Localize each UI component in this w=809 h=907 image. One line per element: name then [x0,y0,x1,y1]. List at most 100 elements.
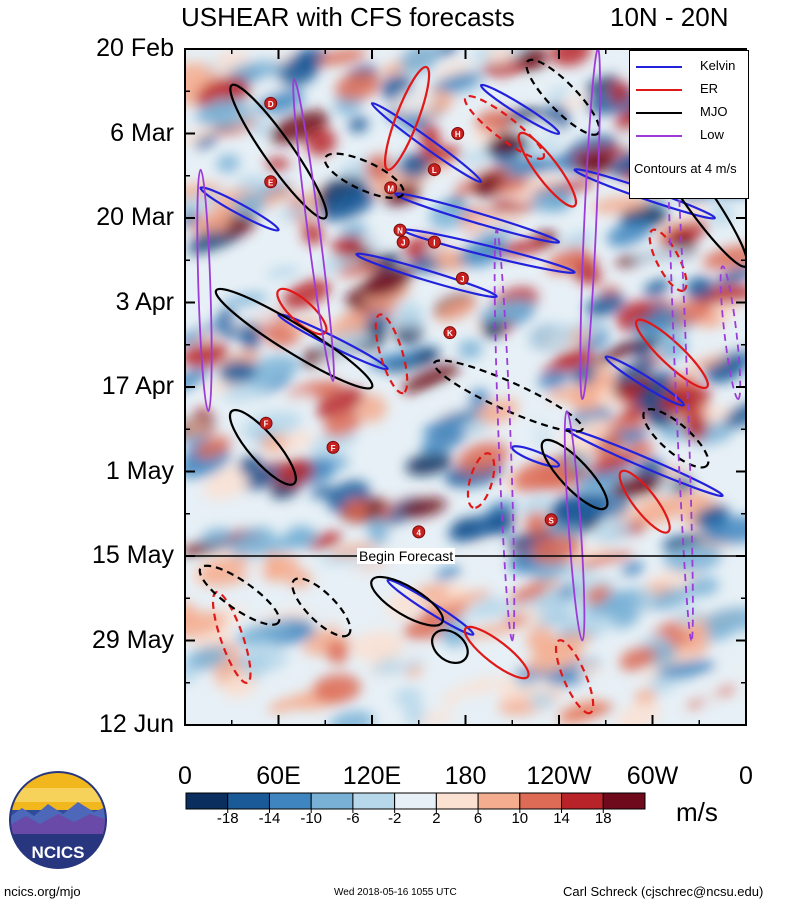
field-blob [248,464,284,486]
field-blob [267,695,311,713]
field-blob [428,391,474,417]
field-blob [185,419,212,434]
colorbar [185,792,646,813]
field-blob [431,72,481,94]
field-blob [232,194,266,216]
storm-marker-label: L [432,166,437,175]
field-blob [447,513,510,543]
storm-marker-dot [393,223,407,237]
field-blob [573,436,597,456]
contour-mjo [214,287,374,390]
legend-swatch-low [636,135,682,137]
field-blob [412,583,450,603]
field-blob [530,188,572,213]
y-tick-label: 29 May [92,625,174,654]
field-blob [475,109,514,133]
contour-kelvin [565,427,724,498]
field-blob [398,153,430,179]
contour-low [493,229,516,642]
storm-marker-dot [427,163,441,177]
legend-item-er: ER [630,80,748,100]
contour-mjo [291,577,352,638]
storm-marker: 4 [412,525,426,539]
field-blob [632,247,694,263]
contour-mjo [431,629,469,665]
logo-text: NCICS [32,843,85,862]
field-blob [356,394,387,423]
field-blob [228,312,282,328]
colorbar-swatch [310,792,354,810]
field-blob [253,536,294,561]
colorbar-label: 14 [553,810,570,827]
field-blob [435,297,478,322]
field-blob [702,244,746,270]
field-blob [430,161,485,190]
storm-marker: F [326,440,340,454]
field-blob [663,534,705,551]
legend-contour-note: Contours at 4 m/s [634,161,737,176]
storm-marker: F [259,416,273,430]
field-blob [590,341,643,366]
field-blob [329,542,372,558]
field-blob [240,355,300,386]
field-blob [395,646,426,664]
field-blob [194,133,218,149]
colorbar-swatch [602,792,646,810]
colorbar-swatch [519,792,563,810]
field-blob [517,587,560,609]
footer-author: Carl Schreck (cjschrec@ncsu.edu) [563,884,764,899]
storm-marker: S [544,513,558,527]
contour-mjo [525,58,601,136]
colorbar-label: -14 [258,810,281,827]
field-blob [323,411,361,438]
contour-er [276,287,328,336]
field-blob [305,128,337,156]
field-blob [405,452,453,476]
field-blob [711,658,746,687]
storm-marker: N [393,223,407,237]
field-blob [421,427,466,455]
field-blob [367,520,389,546]
colorbar-swatch [435,792,479,810]
field-blob [528,156,577,172]
field-blob [632,308,682,336]
field-blob [541,356,596,375]
storm-marker-dot [412,525,426,539]
field-blob [266,265,300,279]
field-blob [430,589,492,612]
field-blob [185,341,229,369]
field-blob [364,154,394,182]
field-blob [419,711,455,725]
field-blob [724,402,746,428]
field-blob [656,660,717,678]
field-blob [538,370,570,390]
colorbar-swatch [352,792,396,810]
field-blob [648,587,693,611]
field-blob [329,710,375,725]
field-blob [312,600,371,631]
contour-low [563,410,586,642]
footer-site: ncics.org/mjo [4,884,81,899]
x-tick-label: 60W [626,762,679,790]
storm-marker-label: M [387,184,394,193]
field-blob [546,87,570,101]
contour-low [196,168,213,413]
legend-swatch-mjo [636,112,682,114]
field-blob [536,596,571,621]
field-blob [422,408,480,436]
field-blob [401,363,460,394]
footer-timestamp: Wed 2018-05-16 1055 UTC [334,887,457,898]
field-blob [185,189,228,215]
y-tick-label: 6 Mar [110,118,174,147]
field-blob [529,690,555,710]
field-blob [348,116,369,133]
field-blobs [185,49,746,725]
field-blob [235,176,258,190]
y-tick-label: 1 May [105,456,174,485]
contour-low [292,78,335,382]
field-blob [533,559,571,582]
storm-marker: L [427,163,441,177]
field-blob [481,317,505,339]
field-blob [588,452,637,474]
field-blob [547,247,590,274]
